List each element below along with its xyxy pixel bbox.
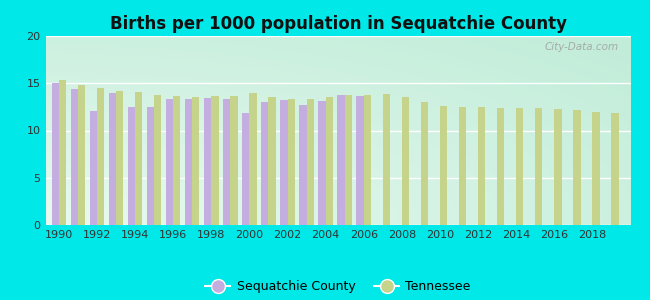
Bar [337, 94, 345, 225]
Bar [173, 97, 181, 225]
Bar [287, 99, 294, 225]
Bar [402, 98, 409, 225]
Bar [307, 99, 314, 225]
Bar [204, 98, 211, 225]
Bar [478, 107, 486, 225]
Bar [223, 99, 230, 225]
Bar [497, 108, 504, 225]
Bar [166, 99, 173, 225]
Bar [71, 89, 78, 225]
Bar [192, 98, 200, 225]
Bar [261, 102, 268, 225]
Bar [280, 100, 287, 225]
Bar [51, 83, 59, 225]
Bar [344, 94, 352, 225]
Bar [535, 108, 543, 225]
Bar [318, 101, 326, 225]
Bar [78, 85, 85, 225]
Bar [135, 92, 142, 225]
Bar [516, 108, 523, 225]
Bar [554, 109, 562, 225]
Bar [116, 91, 124, 225]
Bar [211, 97, 218, 225]
Bar [440, 106, 447, 225]
Bar [97, 88, 104, 225]
Bar [59, 80, 66, 225]
Legend: Sequatchie County, Tennessee: Sequatchie County, Tennessee [200, 275, 476, 298]
Bar [250, 93, 257, 225]
Bar [128, 107, 135, 225]
Bar [242, 112, 250, 225]
Bar [109, 93, 116, 225]
Title: Births per 1000 population in Sequatchie County: Births per 1000 population in Sequatchie… [109, 15, 567, 33]
Bar [459, 107, 466, 225]
Bar [592, 112, 600, 225]
Bar [364, 94, 371, 225]
Bar [356, 95, 364, 225]
Text: City-Data.com: City-Data.com [545, 42, 619, 52]
Bar [421, 102, 428, 225]
Bar [147, 107, 154, 225]
Bar [612, 112, 619, 225]
Bar [90, 111, 97, 225]
Bar [268, 98, 276, 225]
Bar [185, 99, 192, 225]
Bar [154, 94, 161, 225]
Bar [383, 94, 390, 225]
Bar [230, 95, 238, 225]
Bar [326, 98, 333, 225]
Bar [299, 105, 307, 225]
Bar [573, 110, 580, 225]
